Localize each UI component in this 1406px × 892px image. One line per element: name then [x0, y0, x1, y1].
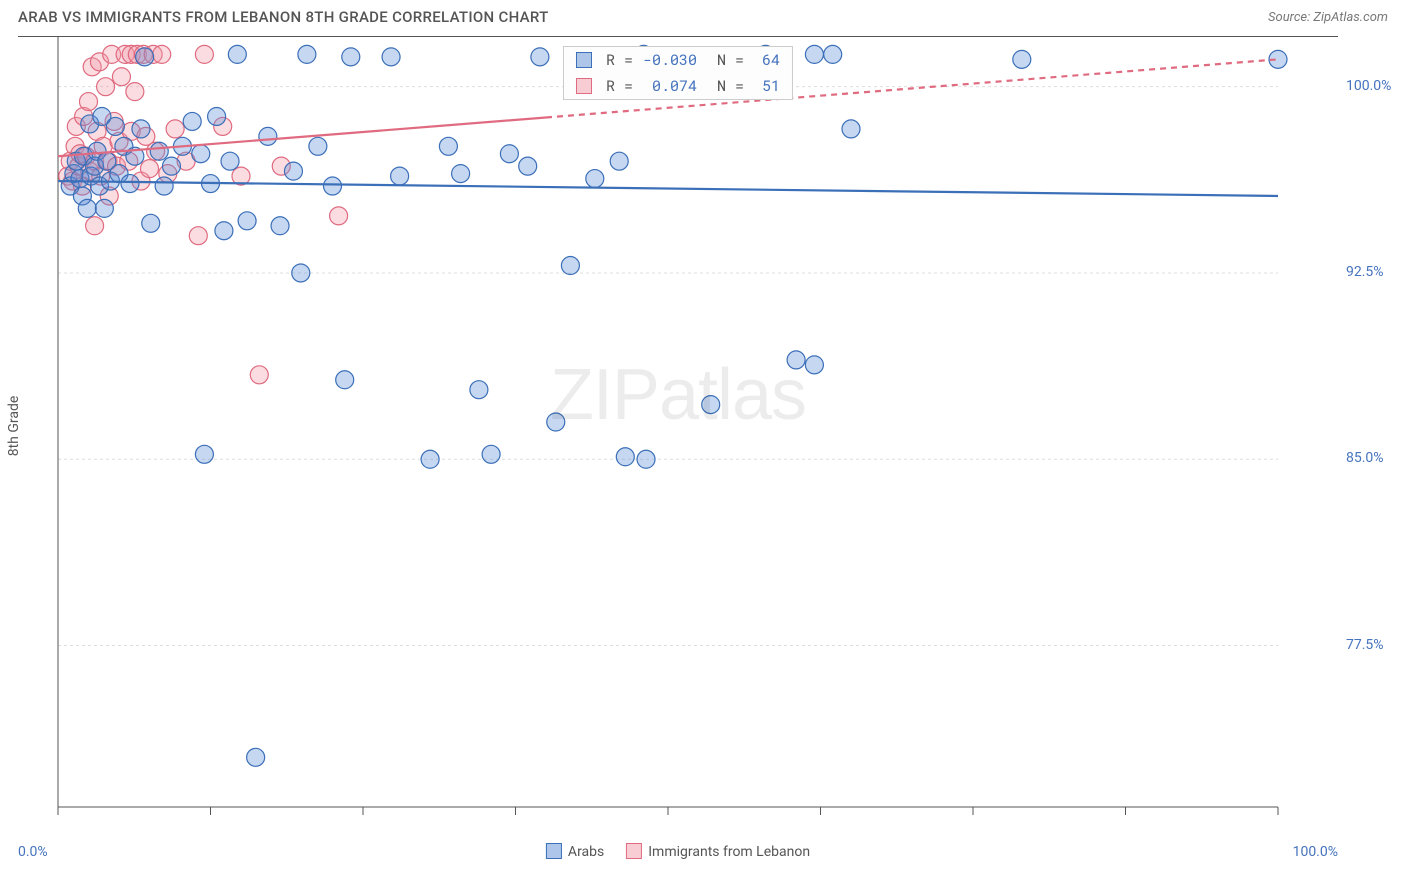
data-point	[271, 217, 289, 235]
data-point	[250, 366, 268, 384]
data-point	[586, 170, 604, 188]
scatter-chart: 8th Grade ZIPatlas R =-0.030N =64R = 0.0…	[18, 36, 1338, 816]
data-point	[189, 227, 207, 245]
legend-item: Immigrants from Lebanon	[626, 843, 810, 860]
data-point	[342, 48, 360, 66]
source-label: Source: ZipAtlas.com	[1268, 10, 1388, 25]
data-point	[238, 212, 256, 230]
data-point	[309, 137, 327, 155]
data-point	[298, 45, 316, 63]
data-point	[616, 448, 634, 466]
data-point	[336, 371, 354, 389]
data-point	[162, 157, 180, 175]
data-point	[195, 45, 213, 63]
data-point	[95, 199, 113, 217]
data-point	[86, 217, 104, 235]
y-tick-label: 100.0%	[1340, 78, 1391, 94]
data-point	[610, 152, 628, 170]
data-point	[561, 257, 579, 275]
y-tick-label: 77.5%	[1340, 637, 1384, 653]
data-point	[805, 45, 823, 63]
x-axis-max-label: 100.0%	[1293, 844, 1338, 860]
data-point	[195, 445, 213, 463]
data-point	[132, 120, 150, 138]
data-point	[284, 162, 302, 180]
legend-row: R =-0.030N =64	[564, 47, 792, 73]
data-point	[482, 445, 500, 463]
data-point	[80, 93, 98, 111]
data-point	[215, 222, 233, 240]
data-point	[787, 351, 805, 369]
data-point	[97, 78, 115, 96]
y-tick-label: 85.0%	[1340, 450, 1384, 466]
data-point	[126, 83, 144, 101]
data-point	[259, 127, 277, 145]
data-point	[106, 117, 124, 135]
data-point	[192, 145, 210, 163]
data-point	[391, 167, 409, 185]
data-point	[121, 175, 139, 193]
data-point	[150, 142, 168, 160]
data-point	[183, 112, 201, 130]
data-point	[112, 68, 130, 86]
y-axis-label: 8th Grade	[6, 396, 22, 457]
data-point	[153, 45, 171, 63]
data-point	[531, 48, 549, 66]
data-point	[421, 450, 439, 468]
data-point	[382, 48, 400, 66]
data-point	[141, 160, 159, 178]
data-point	[247, 748, 265, 766]
data-point	[842, 120, 860, 138]
data-point	[78, 199, 96, 217]
data-point	[208, 107, 226, 125]
data-point	[330, 207, 348, 225]
data-point	[702, 396, 720, 414]
data-point	[824, 45, 842, 63]
correlation-legend: R =-0.030N =64R = 0.074N =51	[563, 46, 793, 100]
data-point	[292, 264, 310, 282]
legend-item: Arabs	[546, 843, 604, 860]
series-legend: Arabs Immigrants from Lebanon	[546, 843, 810, 860]
chart-title: ARAB VS IMMIGRANTS FROM LEBANON 8TH GRAD…	[18, 8, 549, 26]
data-point	[142, 214, 160, 232]
data-point	[439, 137, 457, 155]
plot-svg	[18, 36, 1338, 816]
data-point	[228, 45, 246, 63]
data-point	[136, 48, 154, 66]
data-point	[166, 120, 184, 138]
data-point	[155, 177, 173, 195]
data-point	[324, 177, 342, 195]
data-point	[519, 157, 537, 175]
data-point	[452, 165, 470, 183]
legend-row: R = 0.074N =51	[564, 73, 792, 99]
data-point	[637, 450, 655, 468]
x-axis-min-label: 0.0%	[18, 844, 48, 860]
data-point	[221, 152, 239, 170]
data-point	[470, 381, 488, 399]
data-point	[500, 145, 518, 163]
data-point	[547, 413, 565, 431]
y-tick-label: 92.5%	[1340, 264, 1384, 280]
